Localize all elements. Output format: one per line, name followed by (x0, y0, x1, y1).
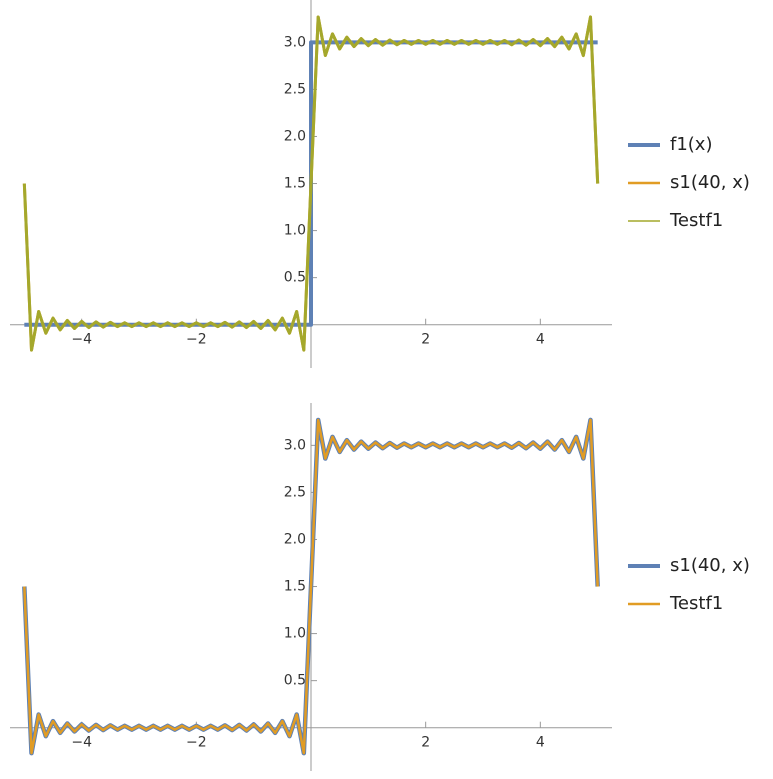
x-tick-label: −2 (186, 735, 207, 751)
x-tick-label: 4 (536, 332, 545, 348)
x-tick-label: −4 (71, 735, 92, 751)
x-tick-label: −4 (71, 332, 92, 348)
y-tick-label: 2.0 (284, 128, 306, 144)
series-line (22, 15, 600, 352)
legend-label: s1(40, x) (670, 555, 750, 576)
legend-label: Testf1 (669, 593, 723, 614)
x-tick-label: −2 (186, 332, 207, 348)
legend-label: s1(40, x) (670, 172, 750, 193)
y-tick-label: 1.0 (284, 223, 306, 239)
y-tick-label: 3.0 (284, 34, 306, 50)
y-tick-label: 0.5 (284, 270, 306, 286)
x-tick-label: 4 (536, 735, 545, 751)
y-tick-label: 1.5 (284, 579, 306, 595)
legend-label: f1(x) (670, 134, 713, 155)
y-tick-label: 3.0 (284, 437, 306, 453)
y-tick-label: 1.5 (284, 176, 306, 192)
legend-label: Testf1 (669, 210, 723, 231)
y-tick-label: 0.5 (284, 673, 306, 689)
y-tick-label: 1.0 (284, 626, 306, 642)
x-tick-label: 2 (421, 332, 430, 348)
series-line (23, 418, 599, 755)
x-tick-label: 2 (421, 735, 430, 751)
y-tick-label: 2.5 (284, 484, 306, 500)
y-tick-label: 2.5 (284, 81, 306, 97)
y-tick-label: 2.0 (284, 531, 306, 547)
